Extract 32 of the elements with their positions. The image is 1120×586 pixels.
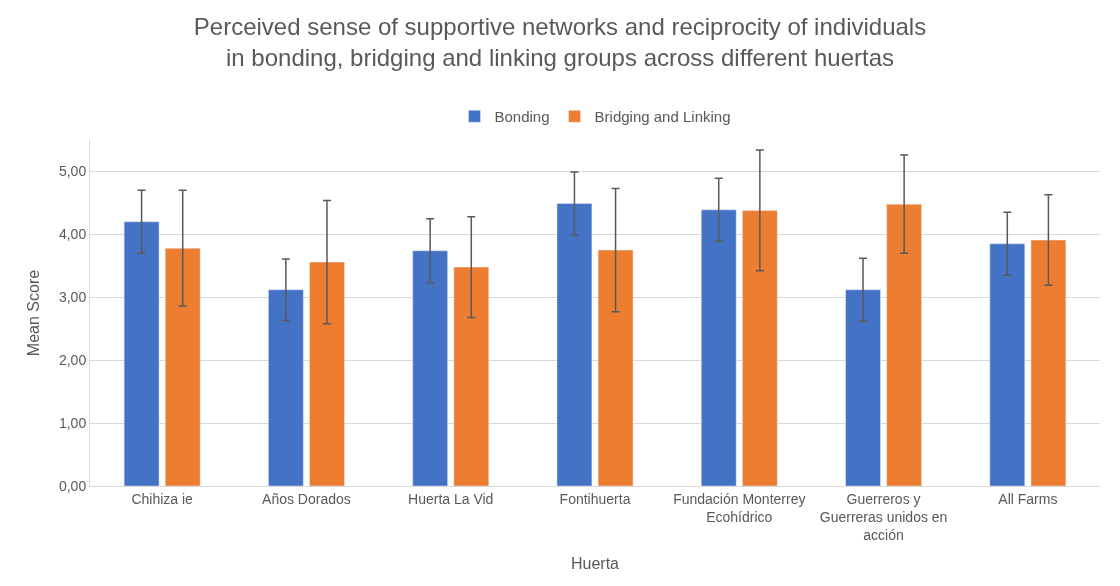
- bar: [123, 221, 160, 486]
- bar: [989, 243, 1026, 486]
- x-tick-label: Guerreros y Guerreras unidos en acción: [819, 490, 948, 544]
- legend-label: Bridging and Linking: [594, 108, 731, 126]
- x-tick-label: Fundación Monterrey Ecohídrico: [673, 490, 806, 525]
- x-tick-label: All Farms: [998, 490, 1058, 507]
- x-axis-title: Huerta: [570, 554, 620, 572]
- x-tick-label: Fontihuerta: [559, 490, 631, 507]
- x-tick-label: Años Dorados: [262, 490, 351, 507]
- x-tick-label: Huerta La Vid: [408, 490, 494, 507]
- x-tick-label: Chihiza ie: [131, 490, 194, 507]
- y-axis-title: Mean Score: [24, 269, 42, 357]
- y-tick-label: 2,00: [58, 352, 87, 369]
- legend-label: Bonding: [494, 108, 550, 126]
- bar: [742, 210, 778, 486]
- bar: [556, 203, 593, 486]
- bar: [845, 289, 881, 486]
- bar: [164, 247, 201, 486]
- y-tick-label: 1,00: [58, 414, 87, 431]
- y-tick-label: 5,00: [58, 163, 87, 180]
- bar: [268, 289, 304, 486]
- bar: [597, 249, 634, 486]
- bar: [886, 203, 922, 486]
- bar: [412, 250, 448, 486]
- y-tick-label: 0,00: [58, 477, 87, 494]
- bar: [701, 209, 737, 486]
- bar: [309, 261, 345, 486]
- bar: [1030, 239, 1067, 486]
- bar: [453, 266, 489, 486]
- chart-title: Perceived sense of supportive networks and reciprocity of individuals in bonding, bridging and linking groups across different huertas: [193, 13, 927, 72]
- y-tick-label: 4,00: [58, 226, 87, 243]
- y-tick-label: 3,00: [58, 289, 87, 306]
